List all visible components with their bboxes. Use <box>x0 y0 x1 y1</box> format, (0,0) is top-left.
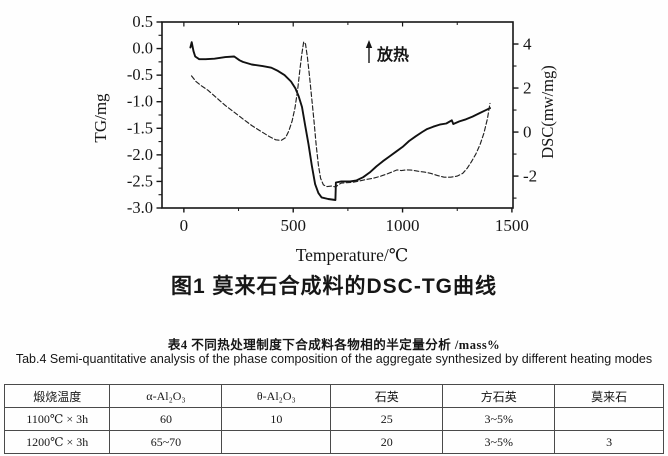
x-tick-label: 0 <box>180 216 189 235</box>
dsc-tick-label: 0 <box>523 123 532 142</box>
table-cell: 3~5% <box>442 407 556 431</box>
x-tick-label: 1000 <box>386 216 420 235</box>
header-cell: 方石英 <box>442 384 556 408</box>
exothermic-annotation: 放热 <box>376 45 409 64</box>
table-cell: 1100℃ × 3h <box>3 407 111 431</box>
table-cell: 10 <box>221 407 332 431</box>
header-cell: α-Al₂O₃ <box>109 384 223 408</box>
table-row: 1100℃ × 3h 60 10 25 3~5% <box>3 407 664 431</box>
dsc-curve <box>190 41 491 188</box>
table-caption-cn: 表4 不同热处理制度下合成料各物相的半定量分析 /mass% <box>167 338 501 352</box>
figure-caption: 图1 莫来石合成料的DSC-TG曲线 <box>170 275 497 298</box>
y-axis-label-right: DSC(mw/mg) <box>538 65 557 159</box>
dsc-tick-label: 4 <box>523 35 532 54</box>
table-cell: 3 <box>554 430 664 454</box>
table-cell: 25 <box>330 407 444 431</box>
header-cell: 莫来石 <box>554 384 664 408</box>
table-cell: 60 <box>109 407 223 431</box>
phase-table-head: 煅烧温度 α-Al₂O₃ θ-Al₂O₃ 石英 方石英 莫来石 <box>3 384 664 408</box>
table-cell: 65~70 <box>109 430 223 454</box>
dsc-tick-label: -2 <box>523 167 537 186</box>
x-tick-label: 1500 <box>495 216 529 235</box>
tg-tick-label: 0.0 <box>132 39 153 58</box>
tg-tick-label: -1.0 <box>127 92 153 111</box>
table-cell <box>554 407 664 431</box>
tg-tick-label: -3.0 <box>127 198 153 217</box>
tg-tick-label: -0.5 <box>127 65 153 84</box>
header-cell: θ-Al₂O₃ <box>221 384 332 408</box>
table-caption-en: Tab.4 Semi-quantitative analysis of the … <box>15 352 653 366</box>
table-cell: 1200℃ × 3h <box>3 430 111 454</box>
tg-tick-label: -2.0 <box>127 145 153 164</box>
header-cell: 石英 <box>330 384 444 408</box>
tg-tick-label: 0.5 <box>132 12 153 31</box>
header-row: 煅烧温度 α-Al₂O₃ θ-Al₂O₃ 石英 方石英 莫来石 <box>3 384 664 408</box>
table-row: 1200℃ × 3h 65~70 20 3~5% 3 <box>3 430 664 454</box>
x-tick-label: 500 <box>280 216 306 235</box>
up-arrow-head-icon <box>365 40 373 48</box>
y-axis-label-left: TG/mg <box>91 93 110 143</box>
dsc-tg-chart: 0.5 0.0 -0.5 -1.0 -1.5 -2.0 -2.5 -3.0 4 2 0 -2 0 500 1… <box>91 12 557 265</box>
table-cell: 3~5% <box>442 430 556 454</box>
plot-border <box>161 21 514 209</box>
tg-tick-label: -2.5 <box>127 171 153 190</box>
header-cell: 煅烧温度 <box>3 384 111 408</box>
phase-table-body: 1100℃ × 3h 60 10 25 3~5% 1200℃ × 3h 65~70 20 3~5… <box>3 407 664 454</box>
table-cell <box>221 430 332 454</box>
tg-tick-label: -1.5 <box>127 118 153 137</box>
table-cell: 20 <box>330 430 444 454</box>
dsc-tick-label: 2 <box>523 79 532 98</box>
tg-curve <box>189 41 491 201</box>
phase-table: 煅烧温度 α-Al₂O₃ θ-Al₂O₃ 石英 方石英 莫来石 1100℃ × 3h 60 1… <box>3 384 664 454</box>
x-axis-label: Temperature/℃ <box>296 245 409 265</box>
